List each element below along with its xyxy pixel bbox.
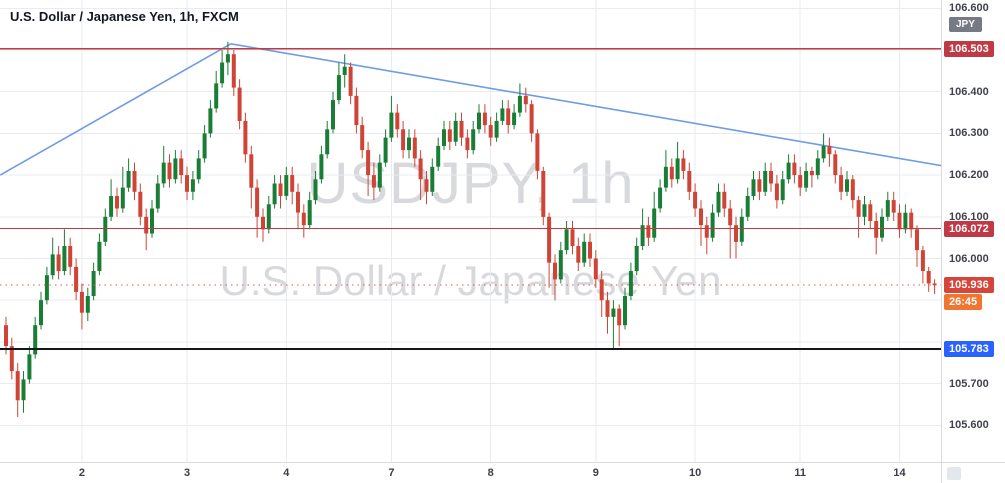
- price-tick-label: 105.700: [949, 377, 989, 390]
- bar-countdown-badge: 26:45: [944, 294, 983, 311]
- time-tick-label: 11: [794, 467, 807, 479]
- symbol-title[interactable]: U.S. Dollar / Japanese Yen, 1h, FXCM: [10, 9, 239, 24]
- price-tick-label: 106.600: [949, 2, 989, 15]
- price-tick-label: 105.600: [949, 419, 989, 432]
- price-tick-label: 106.300: [949, 127, 989, 140]
- support-line-badge: 105.783: [944, 341, 994, 357]
- resistance-line-badge: 106.503: [944, 40, 994, 57]
- time-tick-label: 9: [592, 467, 599, 479]
- time-tick-label: 3: [183, 467, 191, 479]
- price-chart-canvas[interactable]: USDJPY, 1h U.S. Dollar / Japanese Yen U.…: [0, 0, 941, 462]
- time-tick-label: 10: [688, 467, 702, 479]
- currency-badge: JPY: [949, 17, 982, 32]
- time-tick-label: 2: [78, 467, 85, 479]
- price-tick-label: 106.100: [949, 210, 989, 223]
- time-tick-label: 4: [283, 467, 290, 479]
- time-tick-label: 7: [388, 467, 395, 479]
- right-price-axis[interactable]: JPY 106.600 106.400 106.300 106.200 106.100 1…: [941, 0, 1005, 462]
- candlestick-plot-svg: [0, 0, 941, 462]
- price-tick-label: 106.400: [949, 85, 989, 98]
- time-tick-label: 14: [893, 467, 906, 479]
- price-tick-label: 106.200: [949, 169, 989, 182]
- time-tick-label: 8: [487, 467, 494, 479]
- axis-corner: [941, 462, 1005, 483]
- last-price-badge: 105.936: [944, 277, 994, 294]
- mid-level-line-badge: 106.072: [944, 220, 994, 237]
- price-tick-label: 106.000: [949, 252, 989, 265]
- time-axis[interactable]: 2 3 4 7 8 9 10 11 14: [0, 462, 941, 483]
- axis-settings-button[interactable]: [947, 467, 961, 480]
